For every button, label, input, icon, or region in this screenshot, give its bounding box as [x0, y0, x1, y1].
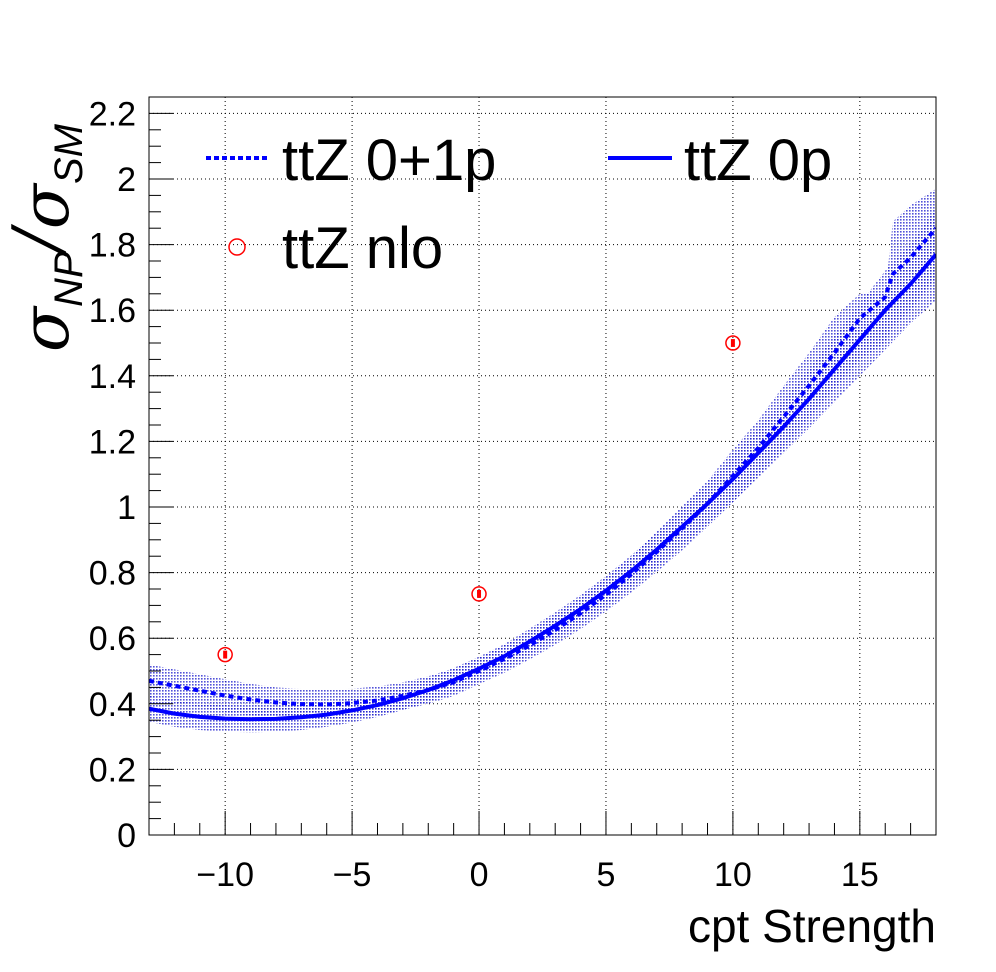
- y-tick-label-9: 1.8: [89, 227, 136, 265]
- uncertainty-bands: [149, 188, 936, 733]
- y-axis-sub-sm: SM: [47, 123, 91, 184]
- nlo-point-1: [471, 586, 487, 602]
- y-tick-label-7: 1.4: [89, 358, 136, 396]
- y-axis-sigma-sm: σ: [7, 182, 84, 229]
- x-tick-label-2: 0: [470, 856, 489, 894]
- series-lines: [149, 226, 936, 722]
- legend-label-ttz-0p: ttZ 0p: [684, 128, 832, 193]
- x-tick-label-3: 5: [597, 856, 616, 894]
- y-axis-sub-np: NP: [47, 251, 91, 307]
- y-tick-label-2: 0.4: [89, 686, 136, 724]
- x-axis-title: cpt Strength: [688, 900, 936, 952]
- x-tick-label-5: 15: [841, 856, 879, 894]
- x-tick-label-4: 10: [714, 856, 752, 894]
- band-series-1: [149, 208, 936, 733]
- line-series-1: [149, 253, 936, 722]
- y-tick-label-4: 0.8: [89, 555, 136, 593]
- x-tick-label-0: −10: [196, 856, 254, 894]
- plot-frame: [148, 96, 937, 836]
- axis-tick-labels: −10 −5 0 5 10 15 0 0.2 0.4 0.6 0.8 1 1.2 1.4 1.6 1.8 2 2.…: [89, 95, 879, 894]
- legend-label-ttz-nlo: ttZ nlo: [282, 216, 443, 281]
- legend-marker-ttz-nlo: [228, 238, 246, 256]
- line-series-0: [149, 226, 936, 707]
- nlo-point-2: [725, 335, 741, 351]
- y-tick-label-0: 0: [117, 817, 136, 855]
- y-tick-label-3: 0.6: [89, 620, 136, 658]
- nlo-point-0: [217, 646, 233, 663]
- x-tick-label-1: −5: [333, 856, 372, 894]
- legend: ttZ 0+1p ttZ 0p ttZ nlo: [206, 128, 832, 281]
- y-tick-label-10: 2: [117, 161, 136, 199]
- nlo-markers: [217, 335, 741, 663]
- y-tick-label-6: 1.2: [89, 423, 136, 461]
- y-tick-label-1: 0.2: [89, 751, 136, 789]
- svg-text:σNP/σSM: σNP/σSM: [0, 123, 91, 352]
- y-tick-label-8: 1.6: [89, 292, 136, 330]
- y-axis-sigma-np: σ: [7, 305, 84, 352]
- legend-label-ttz-0p1p: ttZ 0+1p: [282, 128, 496, 193]
- axis-ticks: [148, 96, 937, 836]
- y-tick-label-11: 2.2: [89, 95, 136, 133]
- y-axis-title: σNP/σSM: [0, 123, 91, 352]
- y-tick-label-5: 1: [117, 489, 136, 527]
